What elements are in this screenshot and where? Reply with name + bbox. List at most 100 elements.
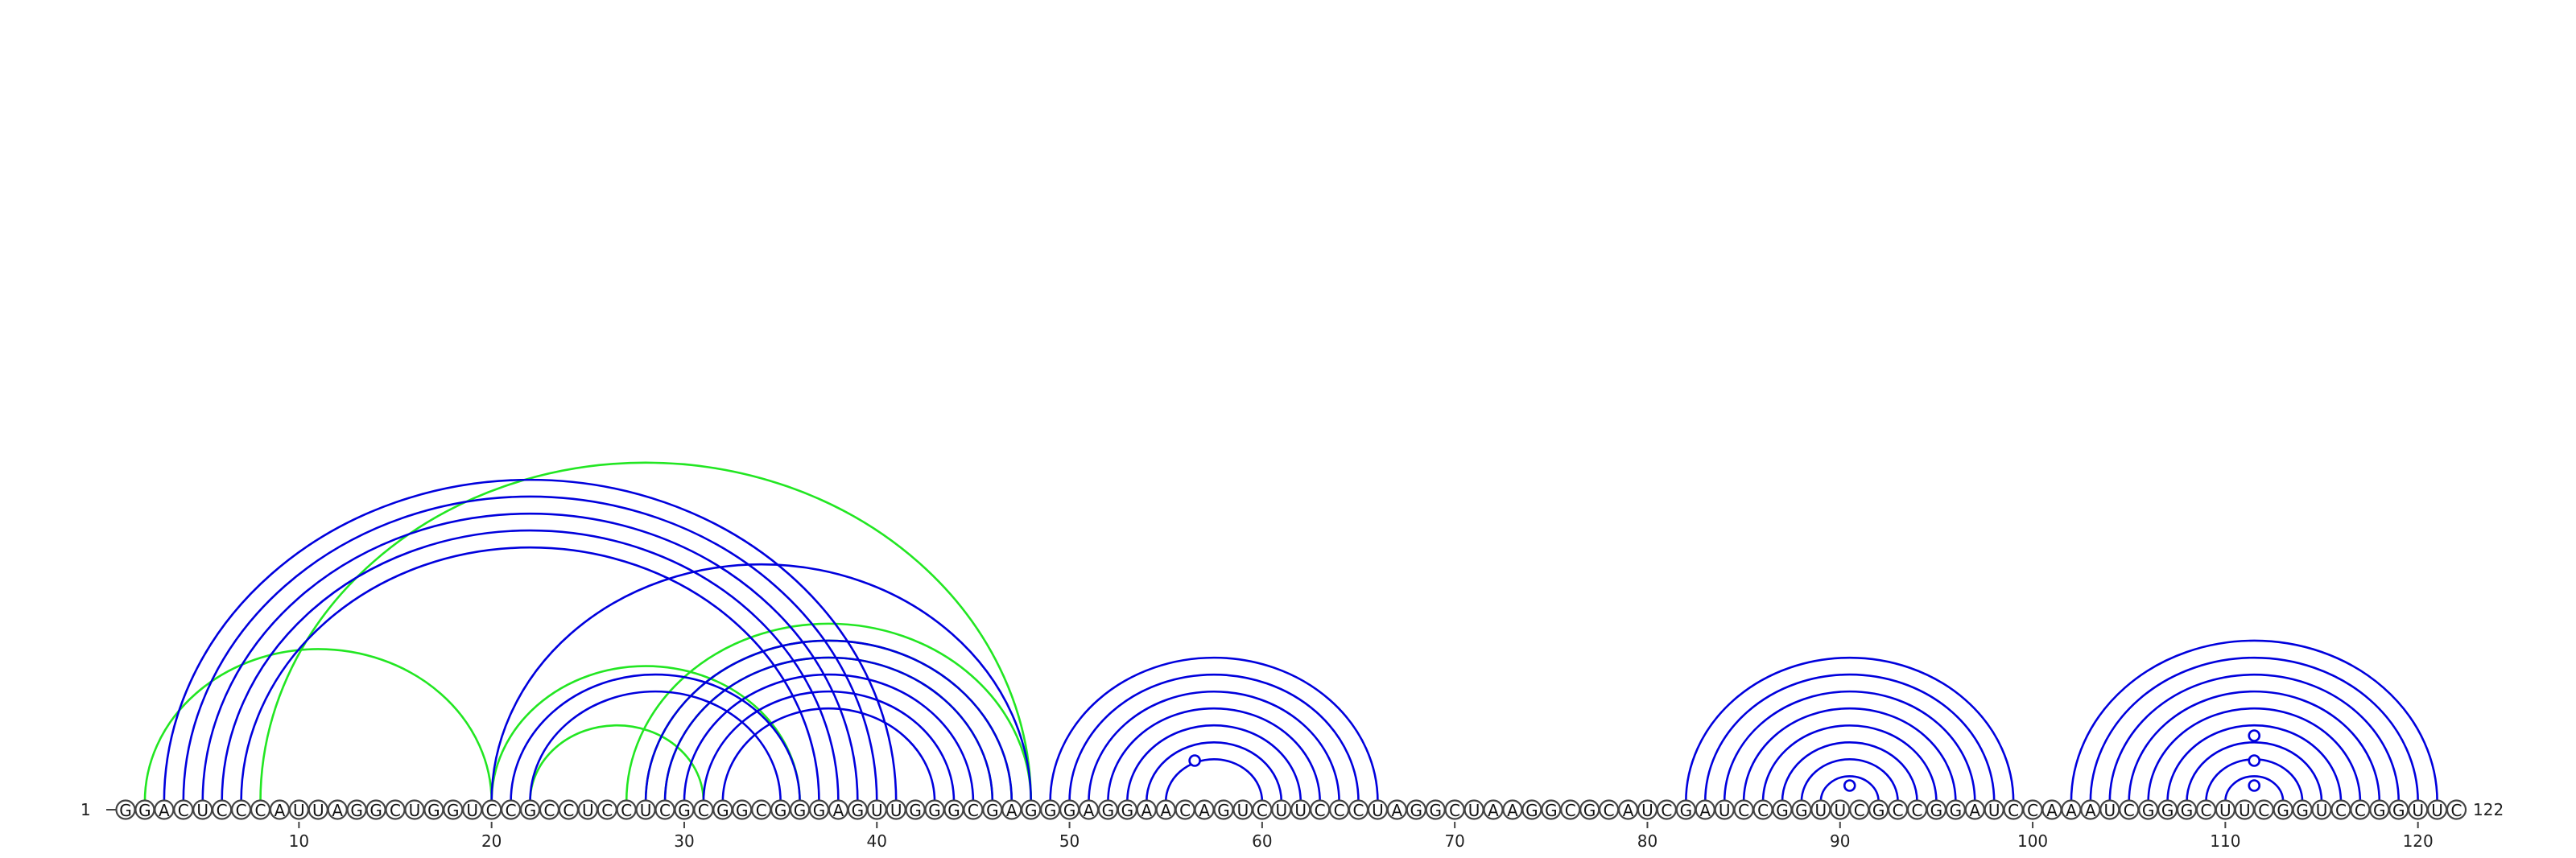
primary-structure-arcs — [163, 478, 2438, 802]
nucleotide-letter: C — [756, 801, 767, 820]
nucleotide-letter: G — [1930, 801, 1943, 820]
nucleotide-letter: C — [659, 801, 671, 820]
nucleotide-letter: A — [275, 801, 286, 820]
nucleotide-circle — [2446, 799, 2467, 820]
axis-tick-label: 90 — [1830, 831, 1850, 851]
nucleotide-letter: G — [1950, 801, 1963, 820]
nucleotide-letter: G — [909, 801, 922, 820]
alternative-pair-arc — [625, 622, 1033, 802]
nucleotide-letter: U — [1294, 801, 1307, 820]
primary-pair-arc — [2224, 775, 2285, 802]
primary-pair-arc — [1164, 758, 1264, 802]
nucleotide-letter: C — [506, 801, 517, 820]
nucleotide-letter: A — [1392, 801, 1403, 820]
primary-pair-arc — [1107, 707, 1321, 802]
primary-pair-arc — [1126, 724, 1302, 802]
primary-pair-arc — [663, 656, 994, 802]
primary-pair-arc — [2089, 656, 2419, 802]
nucleotide-letter: G — [1583, 801, 1596, 820]
axis-tick-label: 110 — [2210, 831, 2240, 851]
alternative-pair-arc — [490, 665, 801, 802]
nucleotide-letter: A — [1160, 801, 1171, 820]
nucleotide-letter: C — [236, 801, 247, 820]
nucleotide-letter: U — [1641, 801, 1653, 820]
primary-pair-arc — [1742, 707, 1957, 802]
primary-pair-arc — [201, 512, 859, 802]
position-axis: 10 20 30 40 50 60 70 80 90 100 110 120 — [289, 822, 2434, 851]
nucleotide-letter: G — [852, 801, 865, 820]
nucleotide-letter: G — [2181, 801, 2194, 820]
nucleotide-letter: C — [1334, 801, 1345, 820]
nucleotide-letter: U — [466, 801, 478, 820]
nucleotide-letter: A — [833, 801, 844, 820]
primary-pair-arc — [1781, 741, 1918, 802]
alternative-pair-arc — [143, 648, 493, 802]
nucleotide-letter: G — [1872, 801, 1885, 820]
nucleotide-letter: U — [640, 801, 652, 820]
alternative-structure-arcs — [143, 461, 1033, 802]
loop-marker — [1188, 754, 1201, 767]
nucleotide-letter: C — [601, 801, 613, 820]
axis-tick-label: 50 — [1059, 831, 1080, 851]
loop-marker — [2248, 754, 2261, 767]
primary-pair-arc — [2166, 724, 2343, 802]
axis-tick-label: 20 — [481, 831, 502, 851]
nucleotide-letter: U — [2412, 801, 2424, 820]
axis-tick-label: 100 — [2017, 831, 2048, 851]
axis-tick-label: 40 — [867, 831, 887, 851]
nucleotide-letter: G — [447, 801, 460, 820]
nucleotide-letter: C — [1912, 801, 1923, 820]
nucleotide-letter: G — [369, 801, 382, 820]
loop-marker — [2248, 779, 2261, 792]
nucleotide-letter: U — [1815, 801, 1827, 820]
nucleotide-letter: G — [1525, 801, 1538, 820]
nucleotide-letter: U — [293, 801, 305, 820]
nucleotide-letter: G — [1217, 801, 1230, 820]
nucleotide-letter: G — [1776, 801, 1789, 820]
nucleotide-letter: U — [1275, 801, 1287, 820]
nucleotide-letter: C — [390, 801, 401, 820]
sequence-end-label: 122 — [2473, 800, 2504, 819]
nucleotide-letter: C — [2451, 801, 2462, 820]
nucleotide-letter: C — [968, 801, 979, 820]
nucleotide-letter: C — [178, 801, 189, 820]
nucleotide-letter: G — [986, 801, 999, 820]
primary-pair-arc — [683, 673, 975, 802]
nucleotide-letter: A — [2046, 801, 2058, 820]
primary-pair-arc — [1800, 758, 1899, 802]
primary-pair-arc — [182, 495, 878, 802]
primary-pair-arc — [2070, 639, 2438, 802]
axis-tick-label: 120 — [2403, 831, 2434, 851]
nucleotide-letter: C — [2335, 801, 2347, 820]
nucleotide-letter: G — [2161, 801, 2174, 820]
nucleotide-letter: G — [1410, 801, 1423, 820]
primary-pair-arc — [163, 478, 898, 802]
nucleotide-letter: G — [1063, 801, 1076, 820]
nucleotide-letter: U — [2431, 801, 2443, 820]
primary-pair-arc — [1088, 690, 1340, 802]
primary-pair-arc — [510, 673, 801, 802]
nucleotide-letter: G — [2373, 801, 2386, 820]
axis-tick-label: 30 — [674, 831, 694, 851]
nucleotide-letter: G — [813, 801, 826, 820]
nucleotide-letter: U — [409, 801, 421, 820]
nucleotide-letter: U — [890, 801, 902, 820]
primary-pair-arc — [529, 690, 782, 802]
nucleotide-letter: C — [2200, 801, 2211, 820]
nucleotide-letter: C — [621, 801, 632, 820]
nucleotide-letter: U — [2316, 801, 2328, 820]
primary-pair-arc — [644, 639, 1013, 802]
nucleotide-letter: G — [1429, 801, 1442, 820]
nucleotide-letter: U — [1719, 801, 1731, 820]
nucleotide-letter: U — [1834, 801, 1846, 820]
nucleotide-letter: G — [524, 801, 537, 820]
nucleotide-letter: U — [2219, 801, 2231, 820]
primary-pair-arc — [2147, 707, 2362, 802]
nucleotide-letter: U — [1237, 801, 1249, 820]
nucleotide-letter: G — [2296, 801, 2309, 820]
loop-markers — [1188, 729, 2261, 792]
nucleotide-letter: A — [1699, 801, 1711, 820]
nucleotide-letter: G — [774, 801, 787, 820]
nucleotide-letter: C — [1179, 801, 1191, 820]
nucleotide-letter: G — [1025, 801, 1038, 820]
